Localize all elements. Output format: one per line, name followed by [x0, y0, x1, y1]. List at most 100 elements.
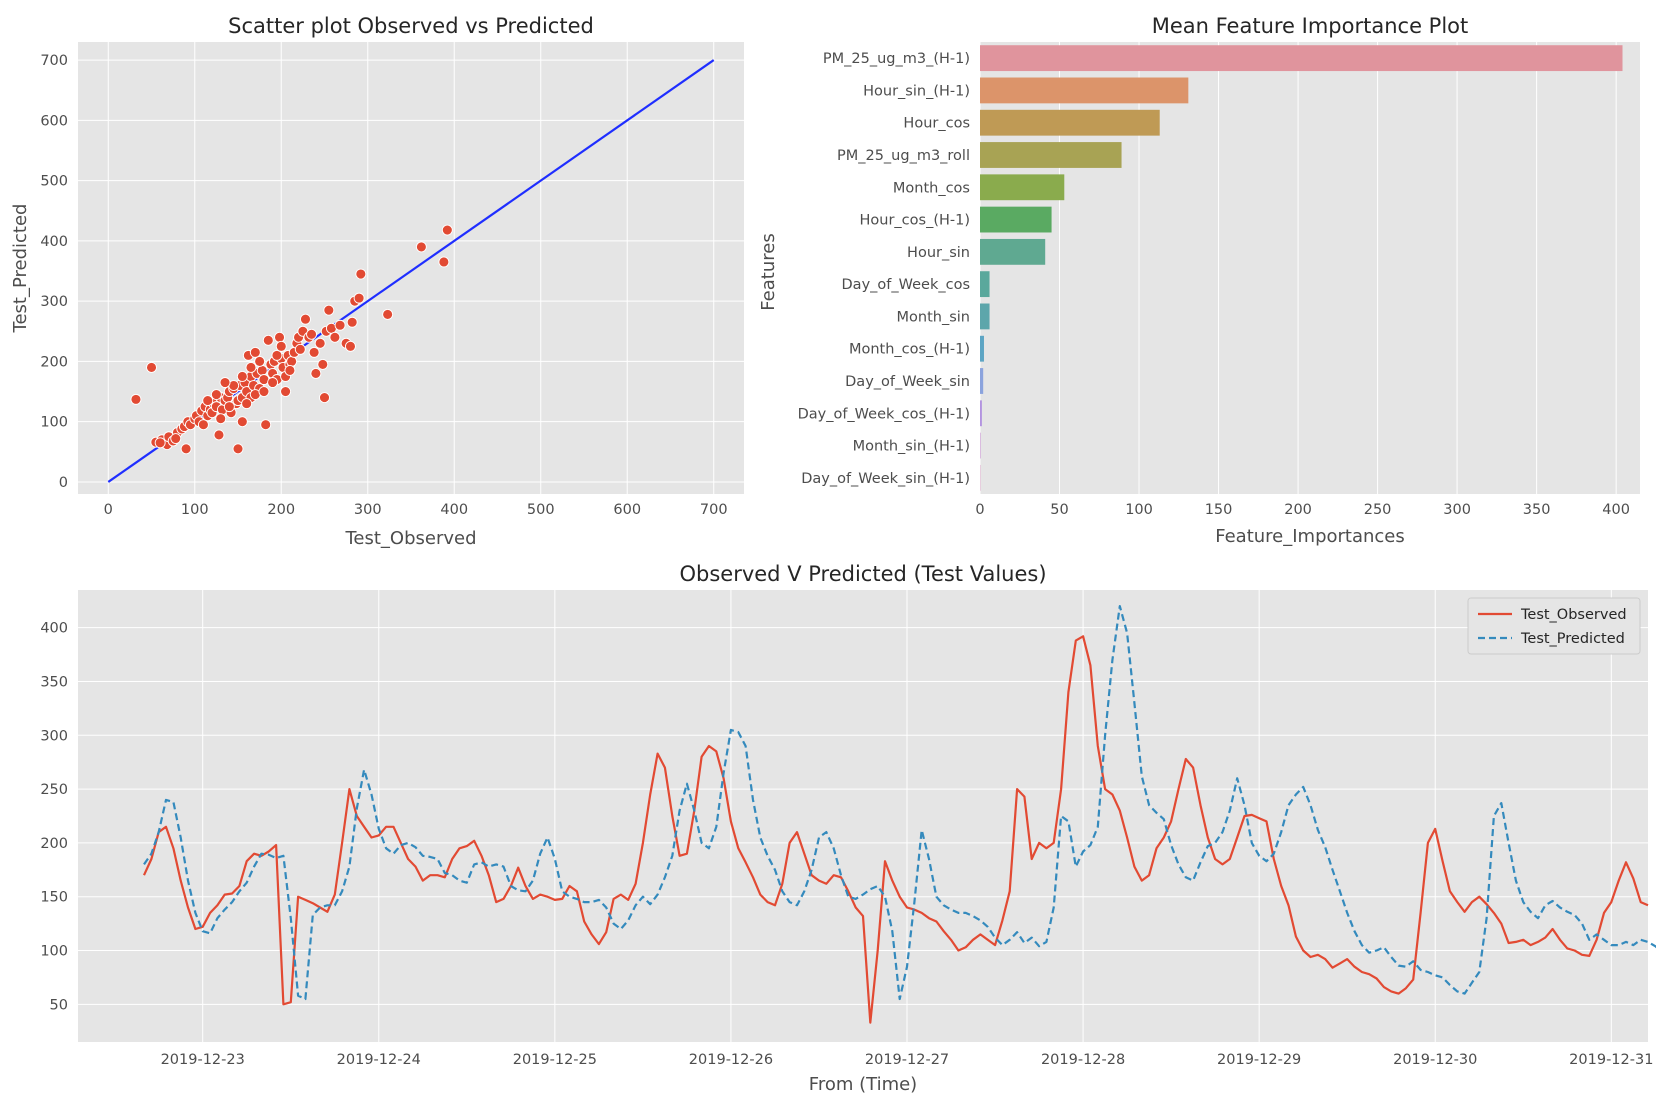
scatter-point: [147, 362, 157, 372]
line-x-tick-label: 2019-12-30: [1393, 1052, 1477, 1068]
scatter-point: [285, 365, 295, 375]
bar-x-tick-label: 350: [1523, 502, 1551, 518]
scatter-point: [233, 444, 243, 454]
scatter-x-tick-label: 100: [181, 502, 209, 518]
scatter-y-tick-label: 100: [40, 415, 68, 431]
scatter-point: [276, 341, 286, 351]
scatter-point: [356, 269, 366, 279]
scatter-point: [416, 242, 426, 252]
importance-bar: [980, 368, 983, 394]
bar-x-tick-label: 250: [1364, 502, 1392, 518]
importance-bar: [980, 207, 1052, 233]
scatter-point: [324, 305, 334, 315]
line-x-tick-label: 2019-12-31: [1569, 1052, 1653, 1068]
line-y-tick-label: 50: [50, 997, 68, 1013]
scatter-point: [307, 329, 317, 339]
bar-category-label: Day_of_Week_sin_(H-1): [801, 471, 970, 487]
scatter-point: [345, 341, 355, 351]
scatter-point: [311, 368, 321, 378]
importance-bar: [980, 336, 984, 362]
scatter-point: [309, 347, 319, 357]
line-y-tick-label: 300: [40, 728, 68, 744]
bar-category-label: PM_25_ug_m3_(H-1): [823, 51, 970, 67]
bar-category-label: Hour_cos: [903, 116, 970, 132]
scatter-y-tick-label: 200: [40, 354, 68, 370]
scatter-y-tick-label: 0: [59, 475, 68, 491]
bar-title: Mean Feature Importance Plot: [1152, 14, 1469, 38]
scatter-x-tick-label: 700: [700, 502, 728, 518]
scatter-point: [220, 378, 230, 388]
bar-category-label: PM_25_ug_m3_roll: [837, 148, 970, 164]
scatter-y-tick-label: 300: [40, 294, 68, 310]
scatter-point: [224, 402, 234, 412]
scatter-point: [242, 399, 252, 409]
bar-category-label: Day_of_Week_cos_(H-1): [798, 406, 970, 422]
legend-label-observed: Test_Observed: [1520, 607, 1627, 623]
scatter-point: [198, 420, 208, 430]
scatter-point: [181, 444, 191, 454]
bar-category-label: Month_sin_(H-1): [853, 439, 970, 455]
scatter-point: [275, 332, 285, 342]
scatter-point: [295, 344, 305, 354]
bar-x-tick-label: 0: [975, 502, 984, 518]
bar-x-tick-label: 100: [1125, 502, 1153, 518]
scatter-point: [203, 396, 213, 406]
scatter-point: [250, 347, 260, 357]
importance-bar: [980, 304, 990, 330]
scatter-point: [155, 438, 165, 448]
line-y-tick-label: 400: [40, 621, 68, 637]
line-y-tick-label: 100: [40, 944, 68, 960]
scatter-point: [255, 356, 265, 366]
line-y-tick-label: 250: [40, 782, 68, 798]
scatter-point: [383, 309, 393, 319]
scatter-point: [214, 430, 224, 440]
bar-category-label: Hour_sin: [907, 245, 970, 261]
line-x-tick-label: 2019-12-27: [865, 1052, 949, 1068]
importance-bar: [980, 271, 990, 297]
importance-bar: [980, 239, 1045, 265]
scatter-point: [237, 417, 247, 427]
bar-y-axis-label: Features: [758, 233, 779, 310]
importance-bar: [980, 142, 1122, 168]
bar-category-label: Month_cos_(H-1): [849, 342, 970, 358]
line-x-tick-label: 2019-12-28: [1041, 1052, 1125, 1068]
scatter-x-axis-label: Test_Observed: [344, 528, 476, 549]
scatter-point: [171, 434, 181, 444]
scatter-x-tick-label: 0: [104, 502, 113, 518]
scatter-title: Scatter plot Observed vs Predicted: [228, 14, 594, 38]
bar-category-label: Day_of_Week_cos: [842, 277, 970, 293]
bar-category-label: Month_sin: [897, 309, 970, 325]
line-x-tick-label: 2019-12-26: [689, 1052, 773, 1068]
importance-bar: [980, 110, 1160, 136]
bar-category-label: Month_cos: [893, 180, 970, 196]
scatter-point: [211, 390, 221, 400]
scatter-point: [272, 350, 282, 360]
legend: Test_Observed Test_Predicted: [1468, 598, 1640, 654]
scatter-point: [320, 393, 330, 403]
bar-x-tick-label: 400: [1602, 502, 1630, 518]
scatter-point: [281, 387, 291, 397]
line-x-tick-label: 2019-12-25: [513, 1052, 597, 1068]
bar-x-tick-label: 200: [1284, 502, 1312, 518]
scatter-point: [330, 332, 340, 342]
bar-category-label: Hour_cos_(H-1): [860, 213, 971, 229]
line-plot-area: [78, 590, 1648, 1042]
scatter-point: [335, 320, 345, 330]
scatter-x-tick-label: 600: [613, 502, 641, 518]
line-title: Observed V Predicted (Test Values): [679, 562, 1046, 586]
scatter-y-tick-label: 400: [40, 234, 68, 250]
scatter-y-tick-label: 600: [40, 113, 68, 129]
bar-category-label: Day_of_Week_sin: [845, 374, 970, 390]
bar-x-tick-label: 50: [1050, 502, 1068, 518]
line-x-axis-label: From (Time): [809, 1074, 917, 1095]
scatter-point: [318, 359, 328, 369]
